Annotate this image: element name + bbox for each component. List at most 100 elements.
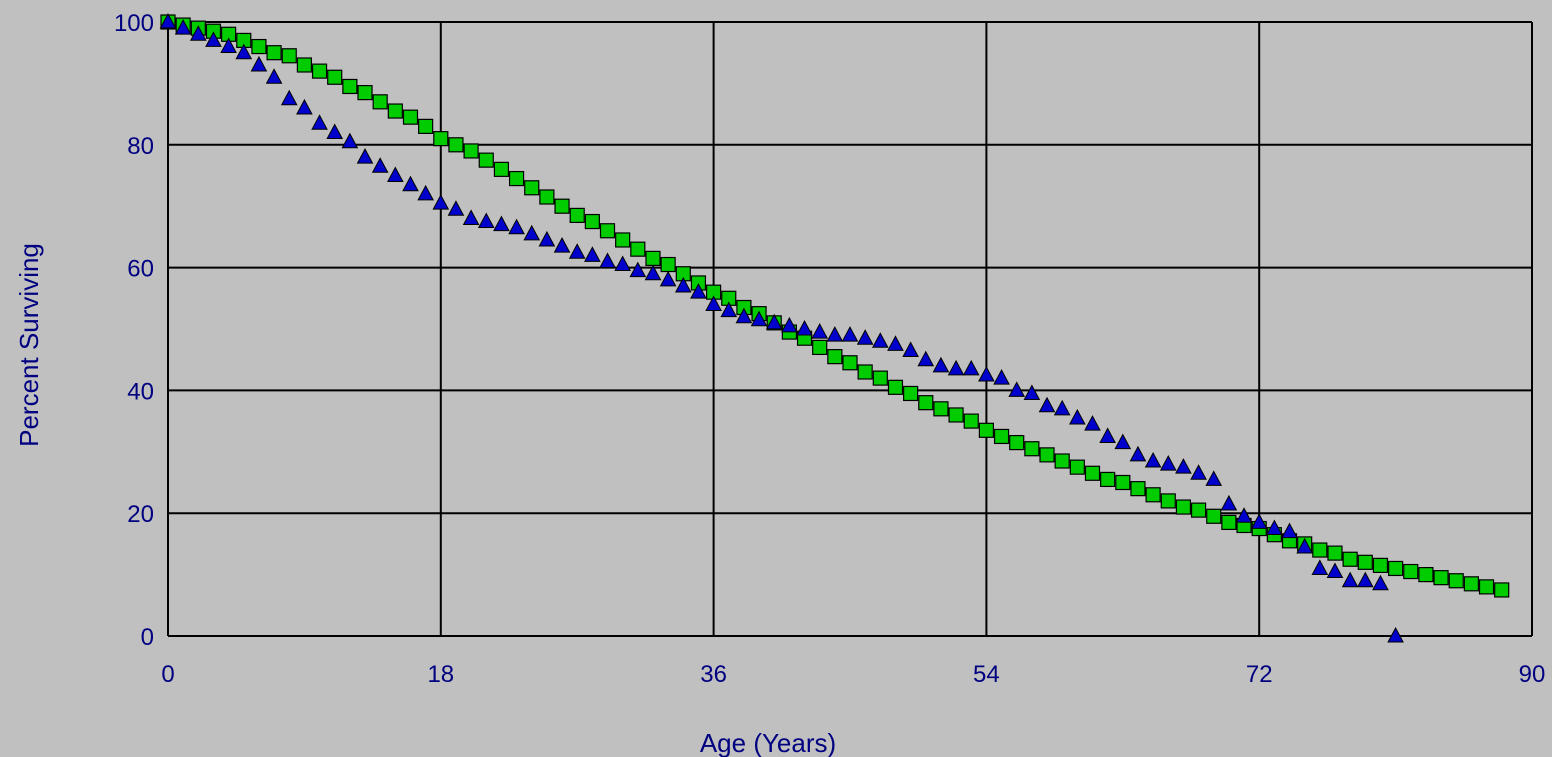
tick-labels: 0 18 36 54 72 90 0 20 40 60 80 100 <box>114 10 1545 688</box>
triangle-point <box>932 356 950 373</box>
triangle-point <box>296 98 313 115</box>
square-point <box>1206 508 1222 524</box>
square-point <box>903 385 919 402</box>
triangle-point <box>735 307 753 324</box>
square-point <box>918 395 934 411</box>
triangle-point <box>1190 464 1207 480</box>
triangle-point <box>750 310 768 327</box>
square-point <box>933 401 949 417</box>
y-tick-label: 0 <box>141 624 154 651</box>
square-point <box>887 379 904 395</box>
triangle-point <box>917 350 935 367</box>
x-tick-label: 54 <box>973 661 1000 688</box>
square-point <box>1327 545 1343 561</box>
triangle-point <box>765 313 783 330</box>
square-point <box>1190 502 1207 518</box>
triangle-point <box>599 252 616 268</box>
triangle-point <box>629 261 647 278</box>
triangle-point <box>462 209 480 225</box>
square-point <box>1054 453 1070 469</box>
square-point <box>584 213 600 230</box>
y-tick-label: 40 <box>127 378 154 405</box>
triangle-point <box>1068 408 1086 425</box>
triangle-point <box>174 19 192 35</box>
square-point <box>1433 570 1449 586</box>
square-point <box>1494 582 1510 598</box>
square-point <box>1387 560 1404 577</box>
triangle-point <box>205 31 222 47</box>
triangle-point <box>1205 470 1223 486</box>
triangle-point <box>508 218 525 235</box>
square-point <box>478 152 494 168</box>
triangle-point <box>1250 513 1268 529</box>
square-point <box>539 189 555 205</box>
square-point <box>1478 579 1495 595</box>
square-point <box>1221 514 1237 531</box>
triangle-point <box>796 319 813 336</box>
triangle-point <box>1038 396 1056 413</box>
square-point <box>978 422 995 438</box>
triangle-point <box>1235 507 1253 523</box>
square-point <box>1463 576 1479 592</box>
triangle-point <box>690 283 707 299</box>
square-point <box>963 413 979 429</box>
data-series <box>159 12 1510 643</box>
square-point <box>448 137 464 153</box>
y-tick-label: 20 <box>127 501 154 528</box>
triangle-point <box>220 37 237 54</box>
triangle-point <box>1356 571 1374 588</box>
triangle-point <box>553 237 571 253</box>
y-tick-label: 100 <box>114 10 154 37</box>
x-axis-label: Age (Years) <box>700 728 836 757</box>
triangle-point <box>189 25 207 41</box>
triangle-point <box>871 332 889 348</box>
square-point <box>1357 554 1373 570</box>
square-point <box>1372 557 1389 573</box>
square-point <box>327 69 343 85</box>
square-point <box>842 355 858 371</box>
triangle-point <box>1159 455 1177 471</box>
triangle-point <box>856 329 874 345</box>
square-point <box>281 48 297 64</box>
triangle-point <box>1023 384 1041 400</box>
y-tick-label: 80 <box>127 133 154 160</box>
square-point <box>524 180 540 196</box>
triangle-point <box>781 316 798 333</box>
square-point <box>993 428 1010 445</box>
triangle-point <box>887 335 904 351</box>
square-point <box>372 94 388 110</box>
triangle-point <box>1008 381 1026 397</box>
square-point <box>1130 481 1146 497</box>
triangle-point <box>962 359 980 376</box>
triangle-point <box>720 301 738 318</box>
series-triangle <box>159 12 1404 643</box>
triangle-point <box>538 230 556 247</box>
triangle-point <box>584 246 601 262</box>
triangle-point <box>341 132 359 149</box>
triangle-point <box>811 323 829 339</box>
x-tick-label: 90 <box>1519 661 1546 688</box>
square-point <box>1084 465 1101 481</box>
triangle-point <box>1341 571 1359 588</box>
x-tick-label: 36 <box>700 661 727 688</box>
series-square <box>160 14 1510 598</box>
square-point <box>311 63 328 79</box>
square-point <box>1312 542 1328 558</box>
square-point <box>433 131 449 147</box>
square-point <box>660 256 676 273</box>
square-point <box>1115 474 1131 491</box>
square-point <box>1145 487 1161 503</box>
triangle-point <box>1053 399 1071 416</box>
triangle-point <box>568 243 586 259</box>
triangle-point <box>1387 626 1404 643</box>
square-point <box>1403 563 1419 580</box>
square-point <box>615 232 631 248</box>
x-tick-label: 18 <box>427 661 454 688</box>
triangle-point <box>841 326 859 342</box>
square-point <box>1039 447 1055 463</box>
square-point <box>1100 471 1116 488</box>
triangle-point <box>311 114 328 130</box>
triangle-point <box>1372 574 1389 591</box>
triangle-point <box>477 212 495 229</box>
square-point <box>266 45 282 61</box>
